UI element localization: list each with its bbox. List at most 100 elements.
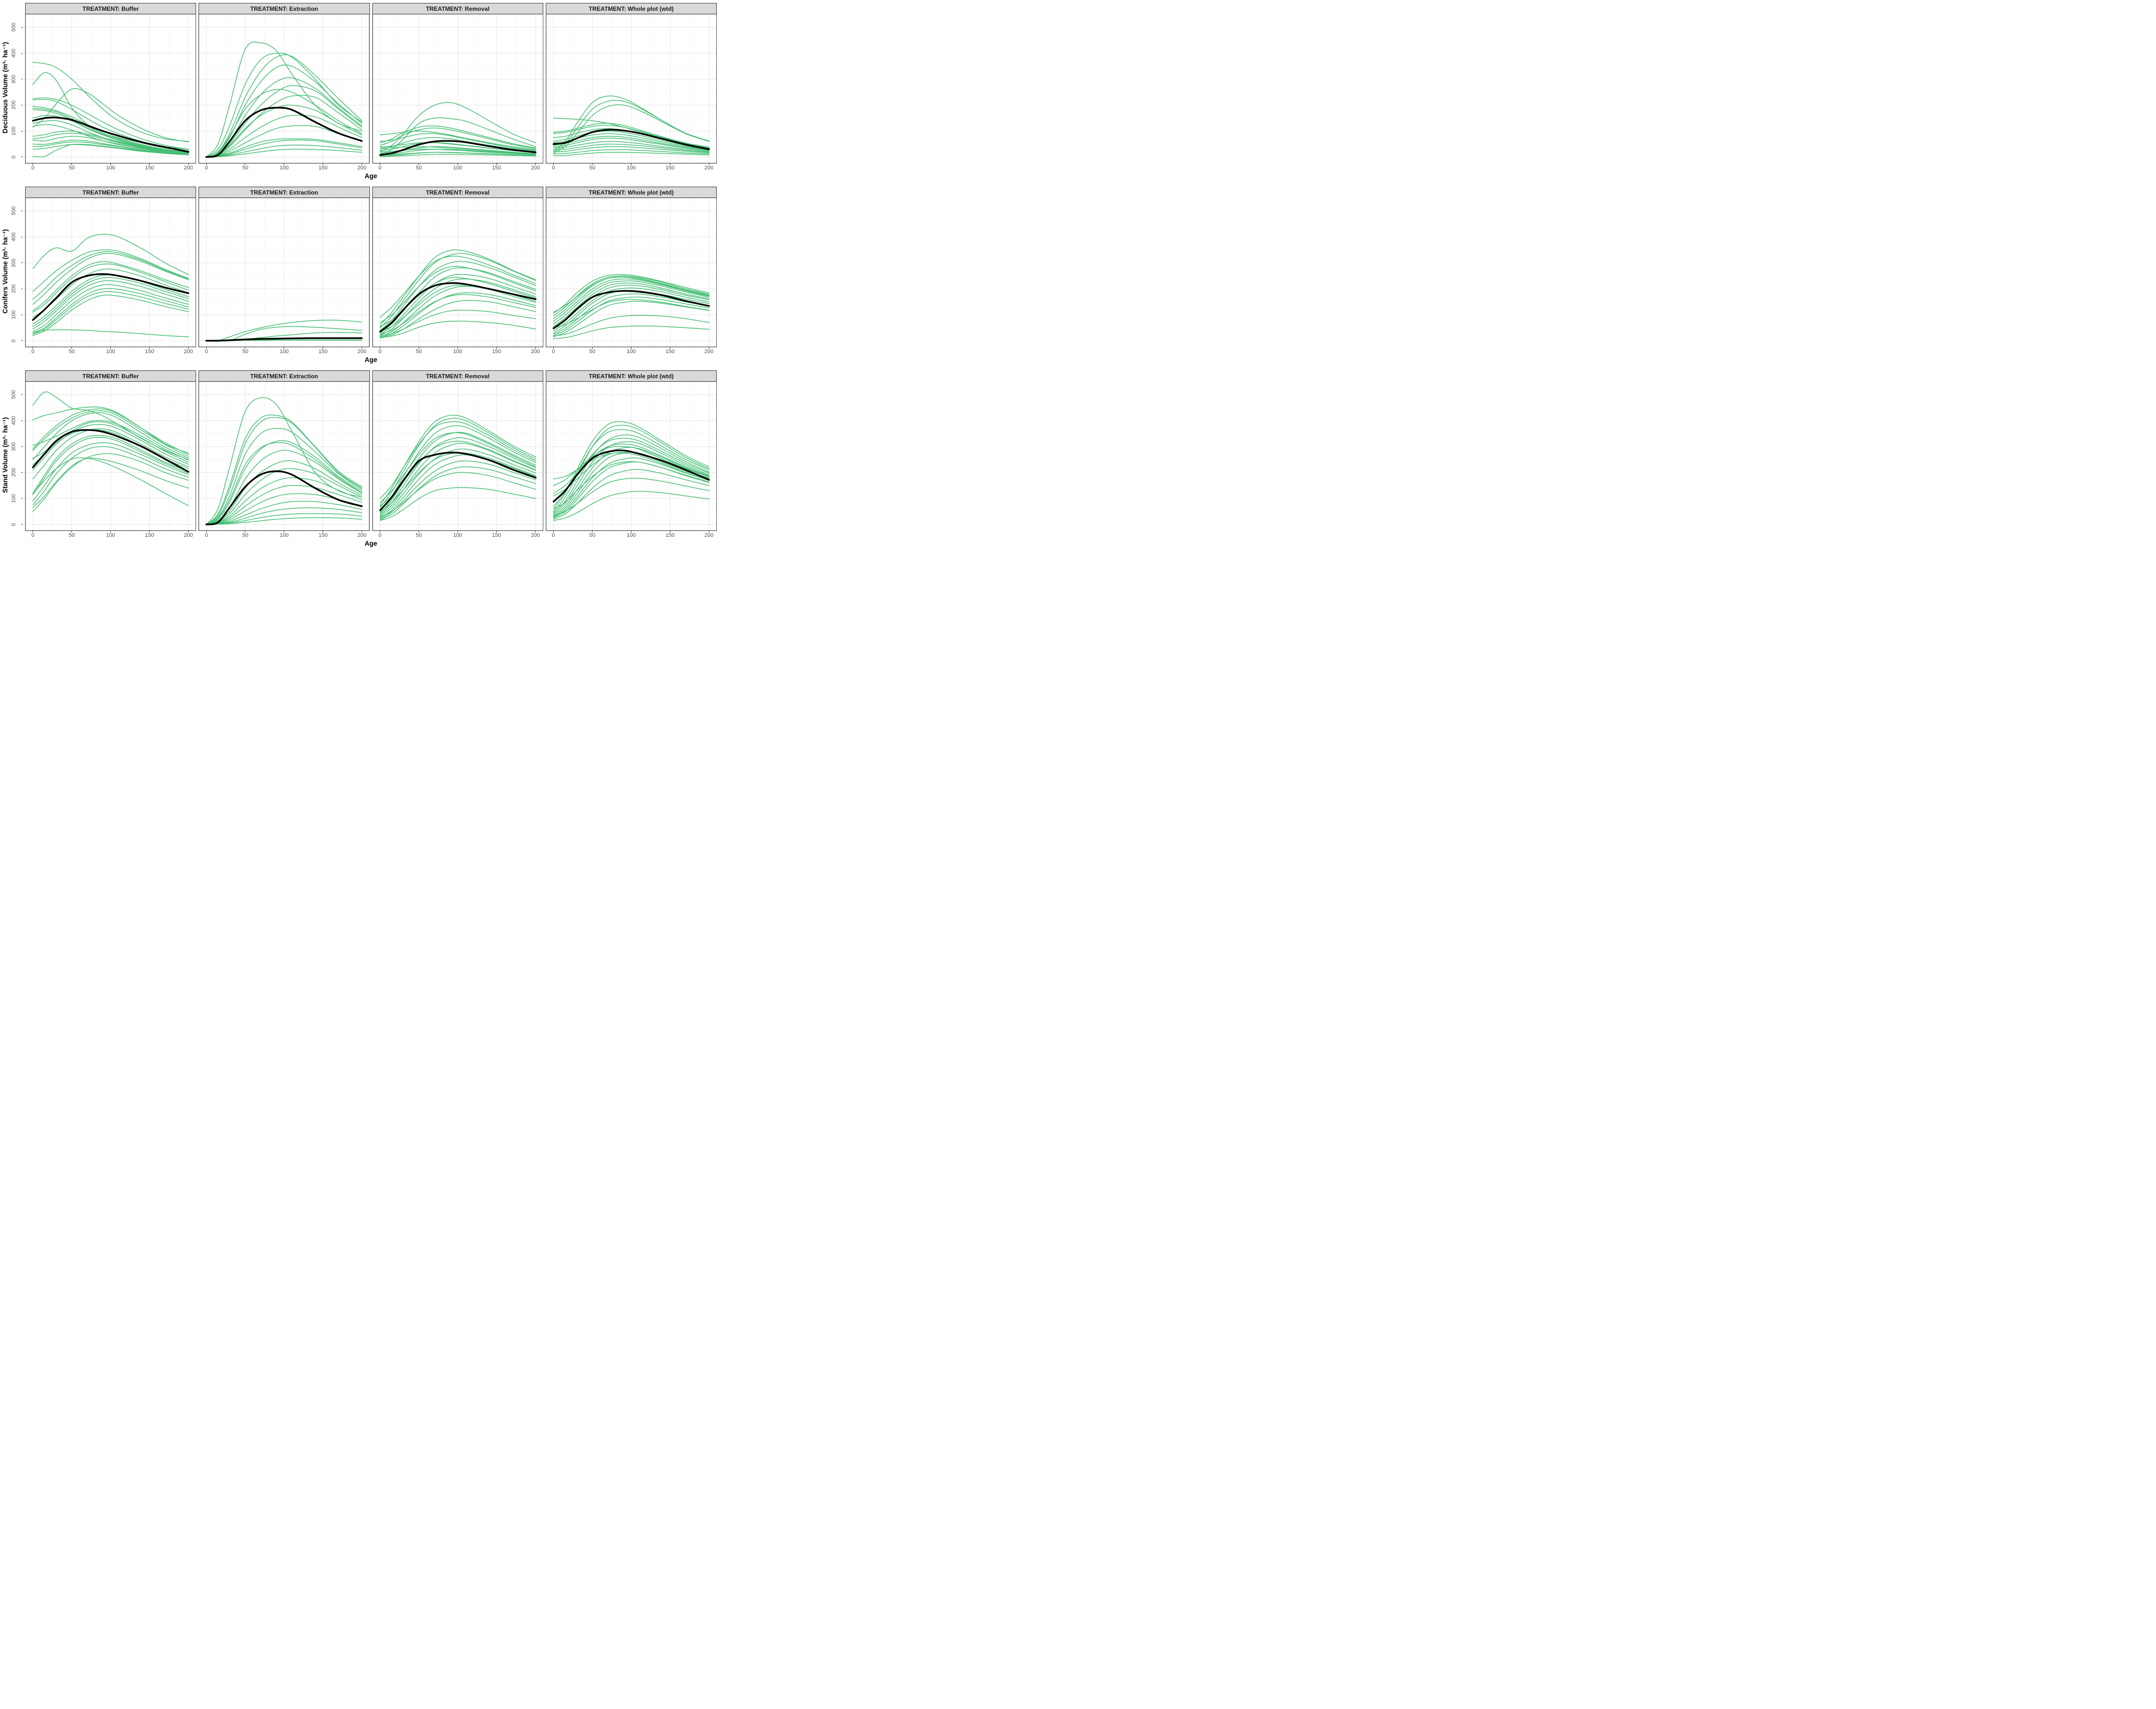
series-line [553, 491, 709, 521]
facet-strip: TREATMENT: Buffer [25, 187, 197, 198]
mean-line [379, 282, 536, 333]
x-axis-title-spacer [10, 539, 23, 548]
series-line [379, 274, 536, 335]
x-tick-label: 150 [318, 165, 328, 171]
series-line [379, 267, 536, 333]
series-line [379, 133, 536, 151]
x-axis-title: Age [365, 356, 377, 363]
series-lines [379, 415, 536, 521]
x-tick-label: 0 [552, 165, 555, 171]
x-tick-label: 150 [492, 532, 501, 538]
series-line [206, 414, 363, 525]
y-tick-mark [21, 446, 23, 447]
series-line [33, 457, 189, 508]
y-tick-label: 500 [11, 23, 17, 32]
series-line [379, 466, 536, 521]
series-line [33, 62, 189, 142]
series-lines [553, 274, 709, 339]
series-line [553, 125, 709, 148]
x-axis-ticks: 0 50 100 150 200 [199, 347, 369, 356]
x-tick-label: 0 [552, 532, 555, 538]
series-line [379, 300, 536, 339]
x-tick-label: 200 [531, 349, 540, 355]
series-line [206, 501, 363, 525]
x-tick-mark [188, 164, 189, 165]
series-line [379, 432, 536, 503]
y-tick-label: 100 [11, 126, 17, 136]
x-tick-label: 200 [704, 349, 714, 355]
mean-line [205, 337, 363, 342]
y-tick-label: 300 [11, 258, 17, 267]
x-axis-ticks: 0 50 100 150 200 [546, 347, 717, 356]
series-line [33, 288, 189, 333]
series-line [33, 446, 189, 506]
series-line [553, 441, 709, 515]
series-line [206, 428, 363, 525]
series-line [33, 131, 189, 154]
series-line [379, 437, 536, 515]
x-tick-label: 100 [453, 165, 463, 171]
y-axis-title-text: Stand Volume (m³· ha⁻¹) [1, 417, 9, 493]
facet-row: Stand Volume (m³· ha⁻¹) TREATMENT: Buffer… [1, 370, 717, 548]
mean-line [32, 273, 190, 321]
series-line [553, 152, 709, 156]
x-tick-label: 200 [184, 349, 193, 355]
y-axis-title-text: Conifers Volume (m³· ha⁻¹) [1, 229, 9, 314]
figure: Deciduous Volume (m³· ha⁻¹) TREATMENT: Bu… [0, 0, 719, 559]
x-tick-label: 100 [453, 532, 463, 538]
series-line [379, 128, 536, 149]
series-line [553, 137, 709, 151]
series-line [553, 299, 709, 329]
y-tick-label: 0 [11, 155, 17, 159]
x-tick-label: 50 [68, 349, 75, 355]
panel-plot [372, 381, 543, 531]
chart-panel [545, 14, 717, 164]
facet-strip: TREATMENT: Whole plot (wtd) [545, 3, 717, 14]
series-line [33, 412, 189, 460]
x-tick-label: 150 [145, 532, 154, 538]
mean-line [552, 129, 710, 150]
panel-plot [545, 197, 717, 347]
series-line [553, 446, 709, 486]
series-line [33, 108, 189, 153]
x-tick-mark [149, 164, 150, 165]
series-lines [379, 249, 536, 339]
series-line [553, 477, 709, 516]
series-line [553, 293, 709, 335]
x-tick-label: 200 [704, 532, 714, 538]
series-line [553, 461, 709, 509]
x-tick-label: 0 [31, 165, 34, 171]
x-tick-label: 150 [145, 165, 154, 171]
series-line [553, 300, 709, 337]
grid-major [199, 14, 370, 164]
series-line [33, 408, 189, 455]
panel-plot [25, 14, 197, 164]
corner-spacer [10, 187, 23, 197]
x-axis-title: Age [365, 540, 377, 547]
facet-strip: TREATMENT: Extraction [199, 187, 370, 198]
x-tick-label: 150 [145, 349, 154, 355]
series-line [206, 397, 363, 525]
series-line [379, 142, 536, 153]
facet-strip-label: TREATMENT: Buffer [82, 5, 139, 12]
y-axis-title: Deciduous Volume (m³· ha⁻¹) [1, 3, 10, 181]
y-tick-label: 200 [11, 100, 17, 110]
series-line [553, 135, 709, 151]
series-line [33, 457, 189, 506]
x-tick-label: 150 [318, 532, 328, 538]
series-line [33, 406, 189, 454]
y-axis-ticks: 0 100 200 300 400 500 [10, 197, 23, 347]
x-axis-ticks: 0 50 100 150 200 [199, 164, 369, 172]
series-line [379, 472, 536, 518]
x-tick-label: 100 [453, 349, 463, 355]
x-tick-label: 200 [184, 532, 193, 538]
series-line [206, 507, 363, 525]
chart-panel [25, 381, 197, 531]
x-tick-label: 100 [279, 349, 289, 355]
facet-strip-label: TREATMENT: Removal [426, 5, 490, 12]
x-tick-label: 50 [589, 349, 596, 355]
facet-row: Deciduous Volume (m³· ha⁻¹) TREATMENT: Bu… [1, 3, 717, 181]
x-tick-label: 150 [318, 349, 328, 355]
y-tick-label: 100 [11, 310, 17, 320]
series-line [553, 296, 709, 336]
